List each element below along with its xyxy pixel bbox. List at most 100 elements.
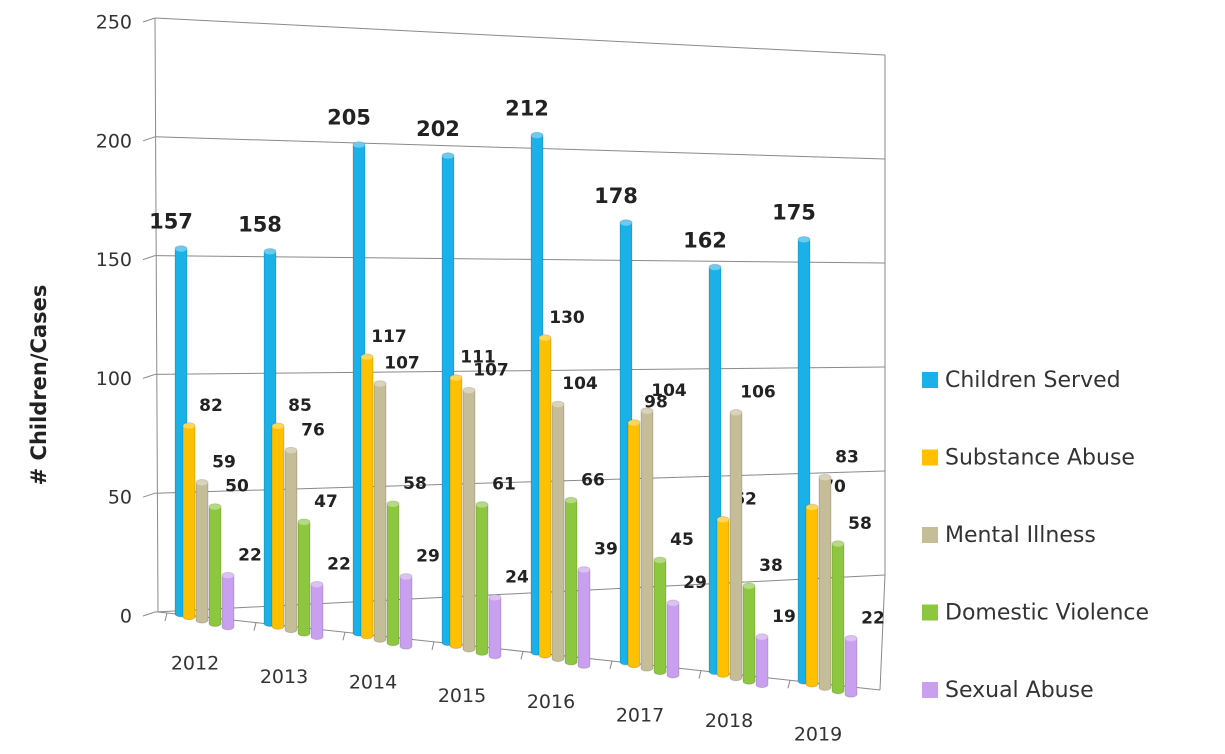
bar-top xyxy=(285,447,297,454)
bar-top xyxy=(272,423,284,430)
bar-top xyxy=(361,353,373,360)
data-label: 24 xyxy=(505,568,529,588)
bar-top xyxy=(222,572,234,579)
bar xyxy=(488,594,502,660)
bar-top xyxy=(654,557,666,564)
bar xyxy=(653,556,667,676)
data-label: 117 xyxy=(371,327,407,347)
data-label: 205 xyxy=(327,106,371,130)
x-tick-mark xyxy=(431,641,435,650)
bar xyxy=(818,473,832,691)
tick-mark xyxy=(142,17,156,23)
data-label: 76 xyxy=(301,420,325,440)
bar xyxy=(577,566,591,669)
bar-top xyxy=(209,503,221,510)
data-label: 98 xyxy=(644,393,668,413)
bar-top xyxy=(641,407,653,414)
bar xyxy=(755,633,769,689)
bar xyxy=(386,500,400,647)
bar xyxy=(208,503,222,628)
bar xyxy=(449,374,463,650)
bar-top xyxy=(717,516,729,523)
data-label: 66 xyxy=(581,470,605,490)
y-tick-label: 100 xyxy=(96,368,132,390)
data-label: 61 xyxy=(492,475,516,495)
data-label: 157 xyxy=(149,210,193,234)
data-label: 39 xyxy=(594,540,618,560)
data-label: 47 xyxy=(314,492,338,512)
legend-label: Substance Abuse xyxy=(945,446,1135,471)
x-tick-mark xyxy=(787,680,791,689)
bar-top xyxy=(311,581,323,588)
data-label: 58 xyxy=(403,474,427,494)
bar-top xyxy=(463,387,475,394)
legend-swatch xyxy=(922,682,938,698)
tick-mark xyxy=(142,611,156,617)
tick-mark xyxy=(142,255,156,261)
legend-label: Domestic Violence xyxy=(945,601,1149,626)
bar-top xyxy=(196,479,208,486)
bar-top xyxy=(756,633,768,640)
data-label: 58 xyxy=(848,514,872,534)
data-label: 19 xyxy=(772,607,796,627)
bar xyxy=(475,501,489,656)
bar-top xyxy=(578,566,590,573)
y-tick-label: 250 xyxy=(96,12,132,34)
x-tick-label: 2015 xyxy=(438,685,486,707)
grid-line xyxy=(154,255,886,264)
legend-label: Sexual Abuse xyxy=(945,678,1094,703)
bar-top xyxy=(450,374,462,381)
x-tick-label: 2013 xyxy=(260,666,308,688)
data-label: 29 xyxy=(683,573,707,593)
bar xyxy=(284,446,298,634)
bar xyxy=(742,582,756,685)
bar-top xyxy=(628,419,640,426)
grid-line xyxy=(154,136,886,160)
data-label: 83 xyxy=(835,447,859,467)
tick-mark xyxy=(142,373,156,379)
bar-top xyxy=(845,635,857,642)
bar xyxy=(297,518,311,637)
x-tick-mark xyxy=(342,632,346,641)
bar xyxy=(373,380,387,643)
bar-top xyxy=(400,573,412,580)
y-tick-label: 0 xyxy=(120,606,132,628)
bar xyxy=(462,386,476,653)
bar xyxy=(182,422,196,621)
bar xyxy=(729,409,743,682)
legend-label: Children Served xyxy=(945,368,1121,393)
data-label: 22 xyxy=(327,554,351,574)
data-label: 85 xyxy=(288,396,312,416)
bar-top xyxy=(353,141,365,148)
bar-top xyxy=(531,132,543,139)
x-tick-label: 2014 xyxy=(349,672,397,694)
y-tick-label: 200 xyxy=(96,130,132,152)
data-label: 82 xyxy=(199,396,223,416)
data-label: 178 xyxy=(594,184,638,208)
data-label: 162 xyxy=(683,228,727,252)
data-label: 158 xyxy=(238,213,282,237)
x-tick-mark xyxy=(164,612,168,622)
data-label: 107 xyxy=(384,354,420,374)
x-tick-label: 2012 xyxy=(171,652,219,674)
data-label: 107 xyxy=(473,360,509,380)
bar-top xyxy=(298,518,310,525)
legend-swatch xyxy=(922,527,938,543)
bar-top xyxy=(387,500,399,507)
bar xyxy=(627,419,641,669)
bar xyxy=(831,540,845,695)
grid-line xyxy=(154,366,886,375)
x-tick-label: 2016 xyxy=(527,691,575,713)
bar-top xyxy=(374,380,386,387)
x-tick-label: 2019 xyxy=(794,724,842,746)
bar-top xyxy=(620,219,632,226)
data-label: 104 xyxy=(651,381,687,401)
bar-top xyxy=(667,600,679,607)
grid-line xyxy=(154,17,886,56)
bar xyxy=(564,496,578,666)
x-tick-mark xyxy=(520,651,524,660)
data-label: 45 xyxy=(670,530,694,550)
bar-top xyxy=(552,401,564,408)
bar xyxy=(844,634,858,698)
data-label: 22 xyxy=(861,608,885,628)
